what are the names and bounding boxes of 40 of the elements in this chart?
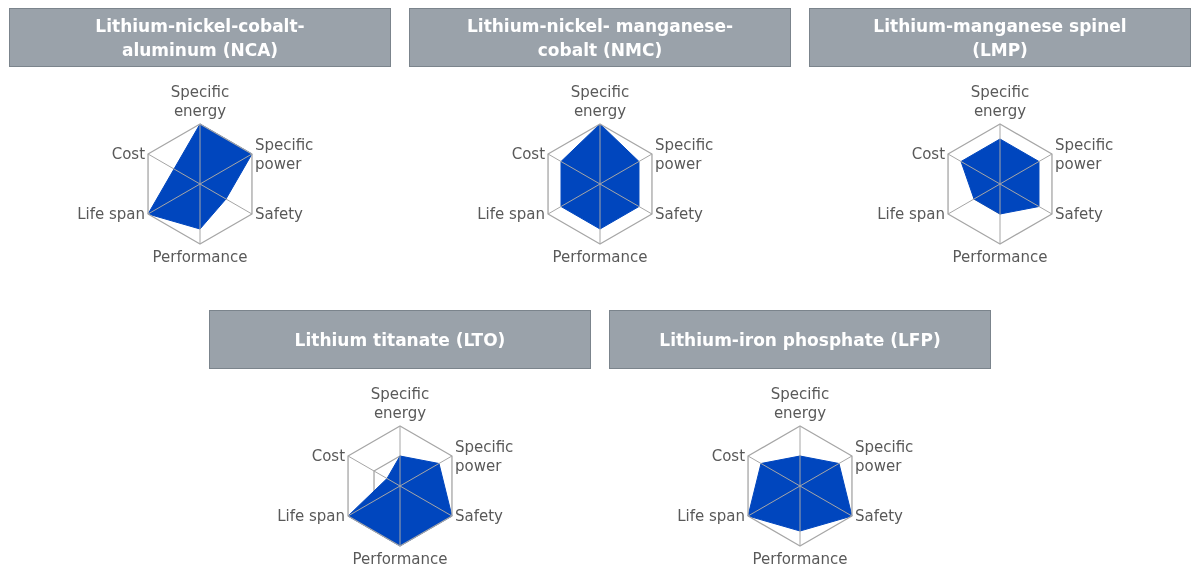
spoke-label: Life span xyxy=(77,205,146,223)
spoke-label: Safety xyxy=(454,507,504,525)
spoke-label: Performance xyxy=(952,248,1048,266)
title-banner: Lithium-manganese spinel (LMP) xyxy=(809,8,1191,67)
spoke-label: Life span xyxy=(677,507,746,525)
spoke-label: Specific power xyxy=(254,135,314,173)
spoke-label: Specific energy xyxy=(570,83,630,120)
spoke-label: Specific energy xyxy=(170,83,230,120)
spoke-label: Life span xyxy=(877,205,946,223)
spoke-label: Performance xyxy=(152,248,248,266)
title-banner: Lithium-iron phosphate (LFP) xyxy=(609,310,991,369)
spoke-label: Safety xyxy=(254,205,304,223)
spoke-label: Specific energy xyxy=(770,385,830,422)
spoke-label: Cost xyxy=(311,447,346,465)
spoke-label: Specific power xyxy=(454,437,514,475)
spoke-label: Specific power xyxy=(854,437,914,475)
spoke-label: Safety xyxy=(1054,205,1104,223)
spoke-label: Performance xyxy=(352,550,448,568)
spoke-label: Cost xyxy=(911,145,946,163)
spoke-label: Performance xyxy=(752,550,848,568)
spoke-label: Specific energy xyxy=(970,83,1030,120)
chart-title: Lithium titanate (LTO) xyxy=(294,328,506,352)
title-banner: Lithium-nickel-cobalt-aluminum (NCA) xyxy=(9,8,391,67)
spoke-label: Specific energy xyxy=(370,385,430,422)
spoke-label: Life span xyxy=(277,507,346,525)
spoke-label: Performance xyxy=(552,248,648,266)
spoke-label: Cost xyxy=(711,447,746,465)
chart-title: Lithium-manganese spinel (LMP) xyxy=(872,14,1128,62)
spoke-label: Specific power xyxy=(654,135,714,173)
chart-title: Lithium-nickel-cobalt-aluminum (NCA) xyxy=(94,14,306,62)
spoke-label: Safety xyxy=(654,205,704,223)
chart-title: Lithium-iron phosphate (LFP) xyxy=(659,328,941,352)
spoke-label: Cost xyxy=(111,145,146,163)
spoke-label: Safety xyxy=(854,507,904,525)
title-banner: Lithium-nickel- manganese-cobalt (NMC) xyxy=(409,8,791,67)
spoke-label: Specific power xyxy=(1054,135,1114,173)
chart-title: Lithium-nickel- manganese-cobalt (NMC) xyxy=(465,14,734,62)
spoke-label: Cost xyxy=(511,145,546,163)
spoke-label: Life span xyxy=(477,205,546,223)
title-banner: Lithium titanate (LTO) xyxy=(209,310,591,369)
